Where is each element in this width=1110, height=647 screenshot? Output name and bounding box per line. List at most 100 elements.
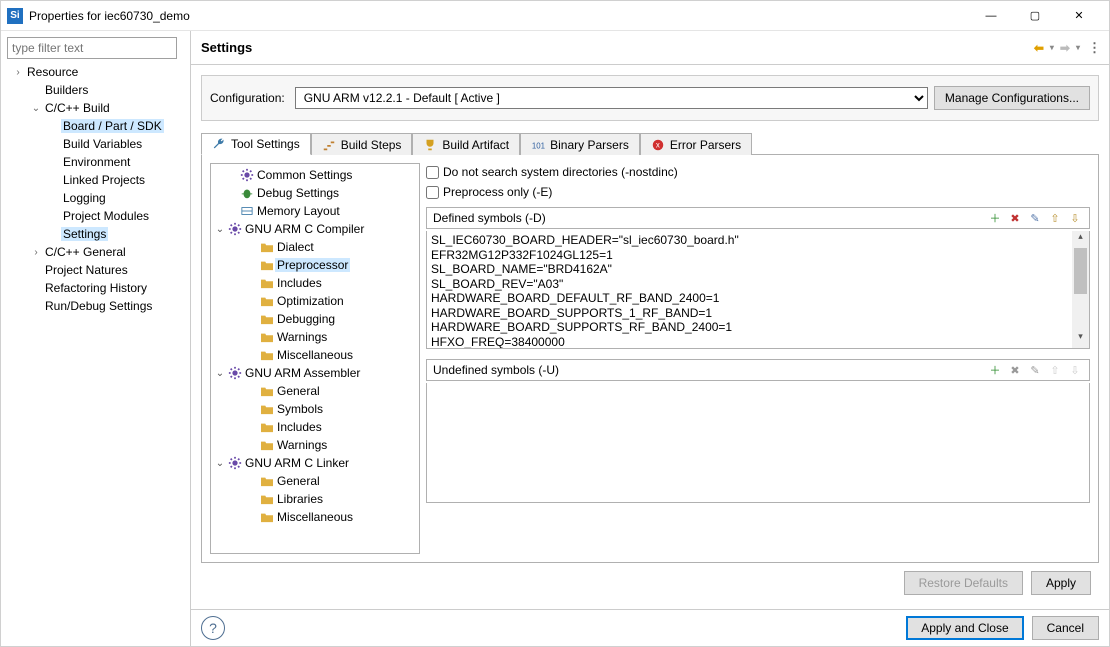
nav-item[interactable]: Project Natures [7,261,186,279]
settings-tree-item[interactable]: Symbols [211,400,419,418]
edit-symbol-icon[interactable]: ✎ [1027,210,1043,226]
defined-symbol-item[interactable]: EFR32MG12P332F1024GL125=1 [431,248,1085,263]
settings-tree-item[interactable]: Miscellaneous [211,346,419,364]
tab-build-steps[interactable]: Build Steps [311,133,413,155]
configuration-row: Configuration: GNU ARM v12.2.1 - Default… [201,75,1099,121]
tree-twist-icon[interactable]: ⌄ [29,103,43,114]
settings-tree-item[interactable]: Common Settings [211,166,419,184]
manage-configurations-button[interactable]: Manage Configurations... [934,86,1090,110]
tree-twist-icon[interactable]: › [29,247,43,258]
filter-input[interactable] [7,37,177,59]
defined-symbol-item[interactable]: HARDWARE_BOARD_SUPPORTS_RF_BAND_2400=1 [431,320,1085,335]
nav-item[interactable]: Environment [7,153,186,171]
configuration-label: Configuration: [210,91,285,105]
configuration-select[interactable]: GNU ARM v12.2.1 - Default [ Active ] [295,87,928,109]
back-menu-icon[interactable]: ▾ [1050,43,1054,52]
tree-twist-icon[interactable]: ⌄ [213,368,227,379]
settings-tree-label: General [275,474,322,488]
defined-symbol-item[interactable]: HFXO_FREQ=38400000 [431,335,1085,350]
nav-item[interactable]: Project Modules [7,207,186,225]
nav-item[interactable]: ⌄C/C++ Build [7,99,186,117]
nav-item[interactable]: Builders [7,81,186,99]
settings-tree-item[interactable]: Warnings [211,436,419,454]
nav-item-label: Logging [61,191,108,205]
tab-binary-parsers[interactable]: 101Binary Parsers [520,133,640,155]
nav-item[interactable]: Board / Part / SDK [7,117,186,135]
nav-item[interactable]: ›C/C++ General [7,243,186,261]
move-down-icon[interactable]: ⇩ [1067,210,1083,226]
nav-item[interactable]: Run/Debug Settings [7,297,186,315]
defined-symbol-item[interactable]: SL_IEC60730_BOARD_HEADER="sl_iec60730_bo… [431,233,1085,248]
nav-item[interactable]: Logging [7,189,186,207]
settings-tree-item[interactable]: ⌄GNU ARM Assembler [211,364,419,382]
maximize-button[interactable]: ▢ [1013,2,1057,30]
add-symbol-icon[interactable]: ＋ [987,210,1003,226]
settings-tree-item[interactable]: Libraries [211,490,419,508]
nav-item[interactable]: ›Resource [7,63,186,81]
restore-defaults-button[interactable]: Restore Defaults [904,571,1023,595]
back-icon[interactable]: ⬅ [1034,41,1044,55]
defined-symbol-item[interactable]: SL_BOARD_REV="A03" [431,277,1085,292]
defined-list-scrollbar[interactable]: ▴▾ [1072,231,1089,348]
tab-strip: Tool SettingsBuild Steps Build Artifact 10… [201,131,1099,155]
nav-item[interactable]: Settings [7,225,186,243]
view-menu-icon[interactable]: ⋮ [1088,40,1101,56]
settings-tree-item[interactable]: ⌄GNU ARM C Linker [211,454,419,472]
settings-tree-item[interactable]: ⌄GNU ARM C Compiler [211,220,419,238]
minimize-button[interactable]: — [969,2,1013,30]
settings-tree-item[interactable]: Preprocessor [211,256,419,274]
settings-tree-item[interactable]: Optimization [211,292,419,310]
forward-menu-icon[interactable]: ▾ [1076,43,1080,52]
mem-icon [239,205,255,217]
nav-item-label: C/C++ General [43,245,128,259]
settings-tree-item[interactable]: General [211,472,419,490]
add-undef-icon[interactable]: ＋ [987,362,1003,378]
edit-undef-icon[interactable]: ✎ [1027,362,1043,378]
settings-tree-item[interactable]: Memory Layout [211,202,419,220]
cancel-button[interactable]: Cancel [1032,616,1099,640]
tab-label: Build Artifact [442,138,509,152]
tab-build-artifact[interactable]: Build Artifact [412,133,520,155]
folder-icon [259,295,275,307]
undefined-symbols-list[interactable] [426,383,1090,503]
move-down-undef-icon[interactable]: ⇩ [1067,362,1083,378]
defined-symbol-item[interactable]: HARDWARE_BOARD_DEFAULT_RF_BAND_2400=1 [431,291,1085,306]
tree-twist-icon[interactable]: ⌄ [213,458,227,469]
tree-twist-icon[interactable]: › [11,67,25,78]
settings-tree-item[interactable]: Debug Settings [211,184,419,202]
preprocess-only-checkbox[interactable] [426,186,439,199]
move-up-icon[interactable]: ⇧ [1047,210,1063,226]
move-up-undef-icon[interactable]: ⇧ [1047,362,1063,378]
delete-undef-icon[interactable]: ✖ [1007,362,1023,378]
nav-item[interactable]: Build Variables [7,135,186,153]
settings-tree-item[interactable]: Includes [211,418,419,436]
settings-tree[interactable]: Common SettingsDebug SettingsMemory Layo… [210,163,420,554]
nav-item-label: Resource [25,65,80,79]
defined-symbol-item[interactable]: HARDWARE_BOARD_SUPPORTS_1_RF_BAND=1 [431,306,1085,321]
defined-symbols-list[interactable]: SL_IEC60730_BOARD_HEADER="sl_iec60730_bo… [426,231,1090,349]
tab-tool-settings[interactable]: Tool Settings [201,133,311,155]
gear-icon [227,456,243,470]
settings-tree-item[interactable]: Debugging [211,310,419,328]
nav-item[interactable]: Linked Projects [7,171,186,189]
nav-item[interactable]: Refactoring History [7,279,186,297]
settings-tree-item[interactable]: Miscellaneous [211,508,419,526]
defined-symbol-item[interactable]: SL_BOARD_NAME="BRD4162A" [431,262,1085,277]
settings-tree-item[interactable]: General [211,382,419,400]
forward-icon[interactable]: ➡ [1060,41,1070,55]
apply-button[interactable]: Apply [1031,571,1091,595]
delete-symbol-icon[interactable]: ✖ [1007,210,1023,226]
help-icon[interactable]: ? [201,616,225,640]
settings-tree-item[interactable]: Includes [211,274,419,292]
tool-settings-body: Common SettingsDebug SettingsMemory Layo… [201,155,1099,563]
settings-tree-label: Dialect [275,240,316,254]
settings-tree-item[interactable]: Warnings [211,328,419,346]
nav-item-label: Refactoring History [43,281,149,295]
apply-and-close-button[interactable]: Apply and Close [906,616,1023,640]
nostdinc-checkbox[interactable] [426,166,439,179]
close-button[interactable]: ✕ [1057,2,1101,30]
nav-tree[interactable]: ›ResourceBuilders⌄C/C++ BuildBoard / Par… [7,63,186,640]
tab-error-parsers[interactable]: xError Parsers [640,133,752,155]
tree-twist-icon[interactable]: ⌄ [213,224,227,235]
settings-tree-item[interactable]: Dialect [211,238,419,256]
